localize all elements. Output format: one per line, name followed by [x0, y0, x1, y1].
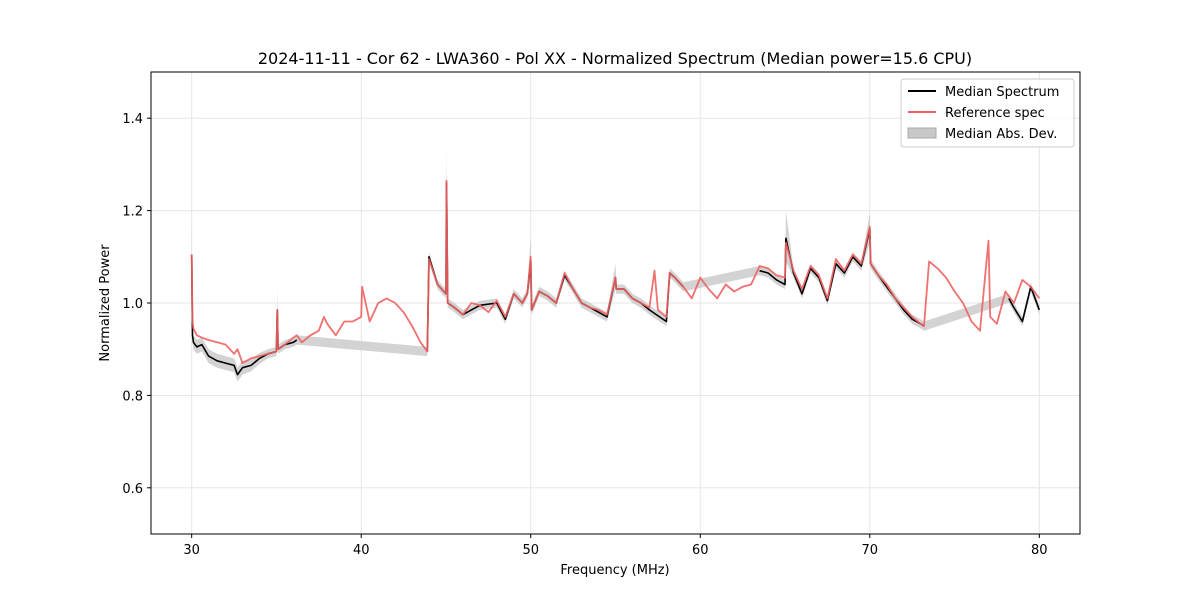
y-axis-label: Normalized Power	[98, 244, 113, 362]
x-tick-label: 40	[353, 543, 370, 558]
legend-label: Reference spec	[945, 106, 1045, 121]
legend-label: Median Abs. Dev.	[945, 127, 1057, 142]
mad-band	[191, 148, 1040, 382]
x-tick-label: 30	[183, 543, 200, 558]
x-axis-label: Frequency (MHz)	[560, 563, 669, 578]
legend: Median Spectrum Reference spec Median Abs.…	[900, 78, 1075, 148]
x-tick-label: 70	[862, 543, 879, 558]
y-tick-label: 1.2	[122, 205, 143, 220]
y-tick-label: 1.4	[122, 112, 143, 127]
series-layer	[190, 179, 1041, 376]
legend-swatch-patch	[907, 127, 937, 139]
y-tick-label: 0.6	[122, 482, 143, 497]
reference-spec-line	[190, 179, 1041, 364]
legend-box	[900, 78, 1075, 148]
legend-label: Median Spectrum	[945, 85, 1059, 100]
chart-title: 2024-11-11 - Cor 62 - LWA360 - Pol XX - …	[258, 49, 972, 68]
y-tick-label: 1.0	[122, 297, 143, 312]
x-tick-label: 60	[692, 543, 709, 558]
x-tick-label: 50	[522, 543, 539, 558]
y-tick-label: 0.8	[122, 389, 143, 404]
tick-layer: 30 40 50 60 70 80 0.6 0.8 1.0 1.2 1.4	[122, 112, 1047, 558]
mad-band-layer	[191, 148, 1040, 382]
x-tick-label: 80	[1031, 543, 1048, 558]
